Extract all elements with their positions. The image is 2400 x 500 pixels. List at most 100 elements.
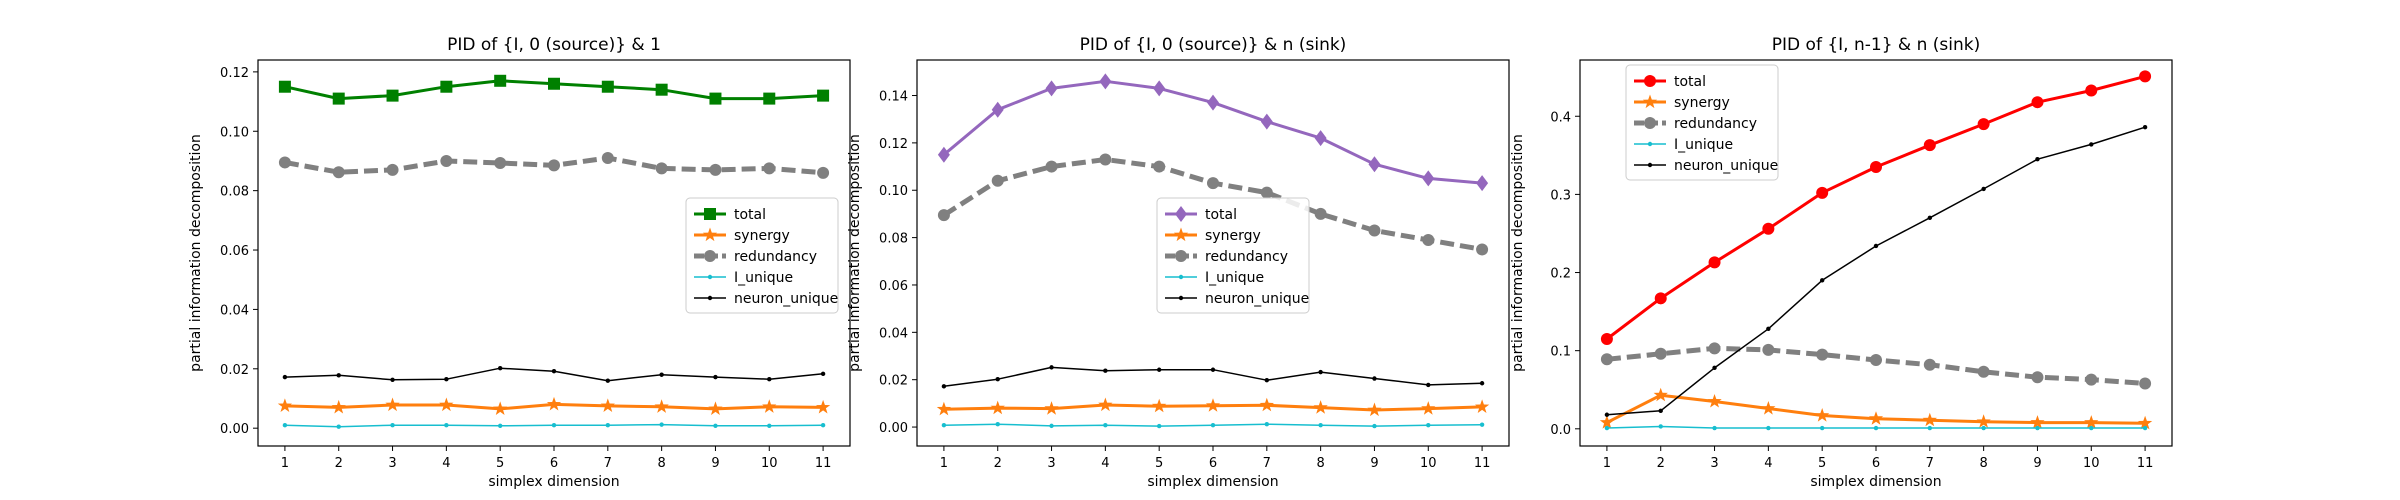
legend-label: synergy <box>734 228 790 244</box>
data-point <box>1816 186 1829 199</box>
data-point <box>1318 369 1323 375</box>
legend-marker <box>1642 94 1658 109</box>
chart-panel-2: PID of {I, 0 (source)} & n (sink) simplex… <box>847 35 1510 490</box>
data-point <box>1868 411 1884 425</box>
series-redundancy <box>278 151 830 179</box>
data-point <box>1708 256 1721 269</box>
data-point <box>601 151 614 164</box>
data-point <box>936 401 951 416</box>
data-point <box>1426 422 1431 428</box>
data-point <box>1708 342 1721 355</box>
legend-item: synergy <box>694 227 790 244</box>
chart-title: PID of {I, 0 (source)} & 1 <box>447 35 661 55</box>
data-point <box>941 422 947 428</box>
series-total <box>278 74 830 105</box>
data-point <box>2138 415 2153 430</box>
chart-panel-3: PID of {I, n-1} & n (sink) simplex dimens… <box>1510 35 2173 490</box>
data-point <box>1260 113 1273 130</box>
series-I-unique <box>1604 424 2148 431</box>
data-point <box>1653 387 1668 402</box>
series-neuron-unique <box>1604 124 2148 417</box>
data-point <box>709 163 722 176</box>
data-point <box>1712 365 1717 371</box>
data-point <box>1426 382 1431 388</box>
data-point <box>991 174 1004 187</box>
data-point <box>763 162 776 175</box>
data-point <box>708 401 723 415</box>
data-point <box>1103 422 1108 428</box>
y-axis-label: partial information decomposition <box>188 134 204 372</box>
data-point <box>1815 408 1830 422</box>
data-point <box>1922 412 1937 427</box>
x-tick-label: 5 <box>1818 456 1826 471</box>
y-tick-label: 0.4 <box>1550 110 1571 125</box>
x-tick-label: 11 <box>2137 456 2154 471</box>
data-point <box>2139 377 2152 390</box>
legend-item: neuron_unique <box>1165 291 1309 307</box>
data-point <box>386 163 399 176</box>
chart-title: PID of {I, n-1} & n (sink) <box>1772 35 1980 55</box>
data-point <box>991 101 1004 118</box>
data-point <box>1870 161 1882 174</box>
data-point <box>1207 177 1219 190</box>
data-point <box>709 92 722 105</box>
x-tick-label: 9 <box>1370 456 1378 471</box>
x-tick-label: 3 <box>388 456 396 471</box>
legend-label: neuron_unique <box>1205 291 1309 307</box>
legend-marker <box>704 208 716 220</box>
data-point <box>990 400 1005 415</box>
data-point <box>497 366 503 371</box>
data-point <box>277 398 292 412</box>
legend-item: synergy <box>1165 227 1261 244</box>
series-neuron-unique <box>282 366 826 383</box>
data-point <box>1654 347 1667 360</box>
x-tick-label: 8 <box>657 456 665 471</box>
legend-marker <box>1644 117 1656 129</box>
series-synergy <box>277 396 831 415</box>
x-tick-label: 4 <box>1764 456 1772 471</box>
data-point <box>767 423 772 429</box>
data-point <box>1604 412 1610 417</box>
data-point <box>817 89 830 102</box>
data-point <box>1873 425 1879 431</box>
y-tick-label: 0.04 <box>220 303 249 318</box>
data-point <box>1819 425 1825 431</box>
x-tick-label: 5 <box>496 456 504 471</box>
legend-label: total <box>1205 207 1237 223</box>
data-point <box>444 423 449 428</box>
data-point <box>1153 80 1166 97</box>
data-point <box>995 377 1000 382</box>
data-point <box>332 92 345 105</box>
legend-marker <box>1647 162 1653 168</box>
data-point <box>2139 70 2152 83</box>
legend-item: redundancy <box>1165 249 1288 265</box>
data-point <box>385 397 400 412</box>
x-tick-label: 4 <box>442 456 450 471</box>
data-point <box>2084 415 2099 429</box>
data-point <box>1099 73 1112 90</box>
x-tick-label: 2 <box>1657 456 1665 471</box>
data-point <box>1045 80 1058 97</box>
data-point <box>2085 373 2098 386</box>
data-point <box>1049 365 1054 370</box>
data-point <box>1259 397 1274 412</box>
series-neuron-unique <box>941 365 1485 389</box>
data-point <box>1314 130 1327 147</box>
data-point <box>1372 423 1377 429</box>
data-point <box>937 146 950 163</box>
data-point <box>440 80 453 93</box>
x-tick-label: 3 <box>1047 456 1055 471</box>
legend-label: redundancy <box>1674 116 1757 132</box>
legend-label: total <box>1674 74 1706 90</box>
x-tick-label: 2 <box>335 456 343 471</box>
data-point <box>2085 84 2098 97</box>
legend-box <box>1156 197 1310 314</box>
data-point <box>1923 358 1936 371</box>
x-tick-label: 10 <box>761 456 778 471</box>
y-tick-label: 0.06 <box>879 279 908 294</box>
legend-item: I_unique <box>1165 270 1264 286</box>
x-tick-label: 11 <box>815 456 832 471</box>
data-point <box>497 423 503 429</box>
data-point <box>494 157 507 170</box>
data-point <box>1368 156 1381 173</box>
